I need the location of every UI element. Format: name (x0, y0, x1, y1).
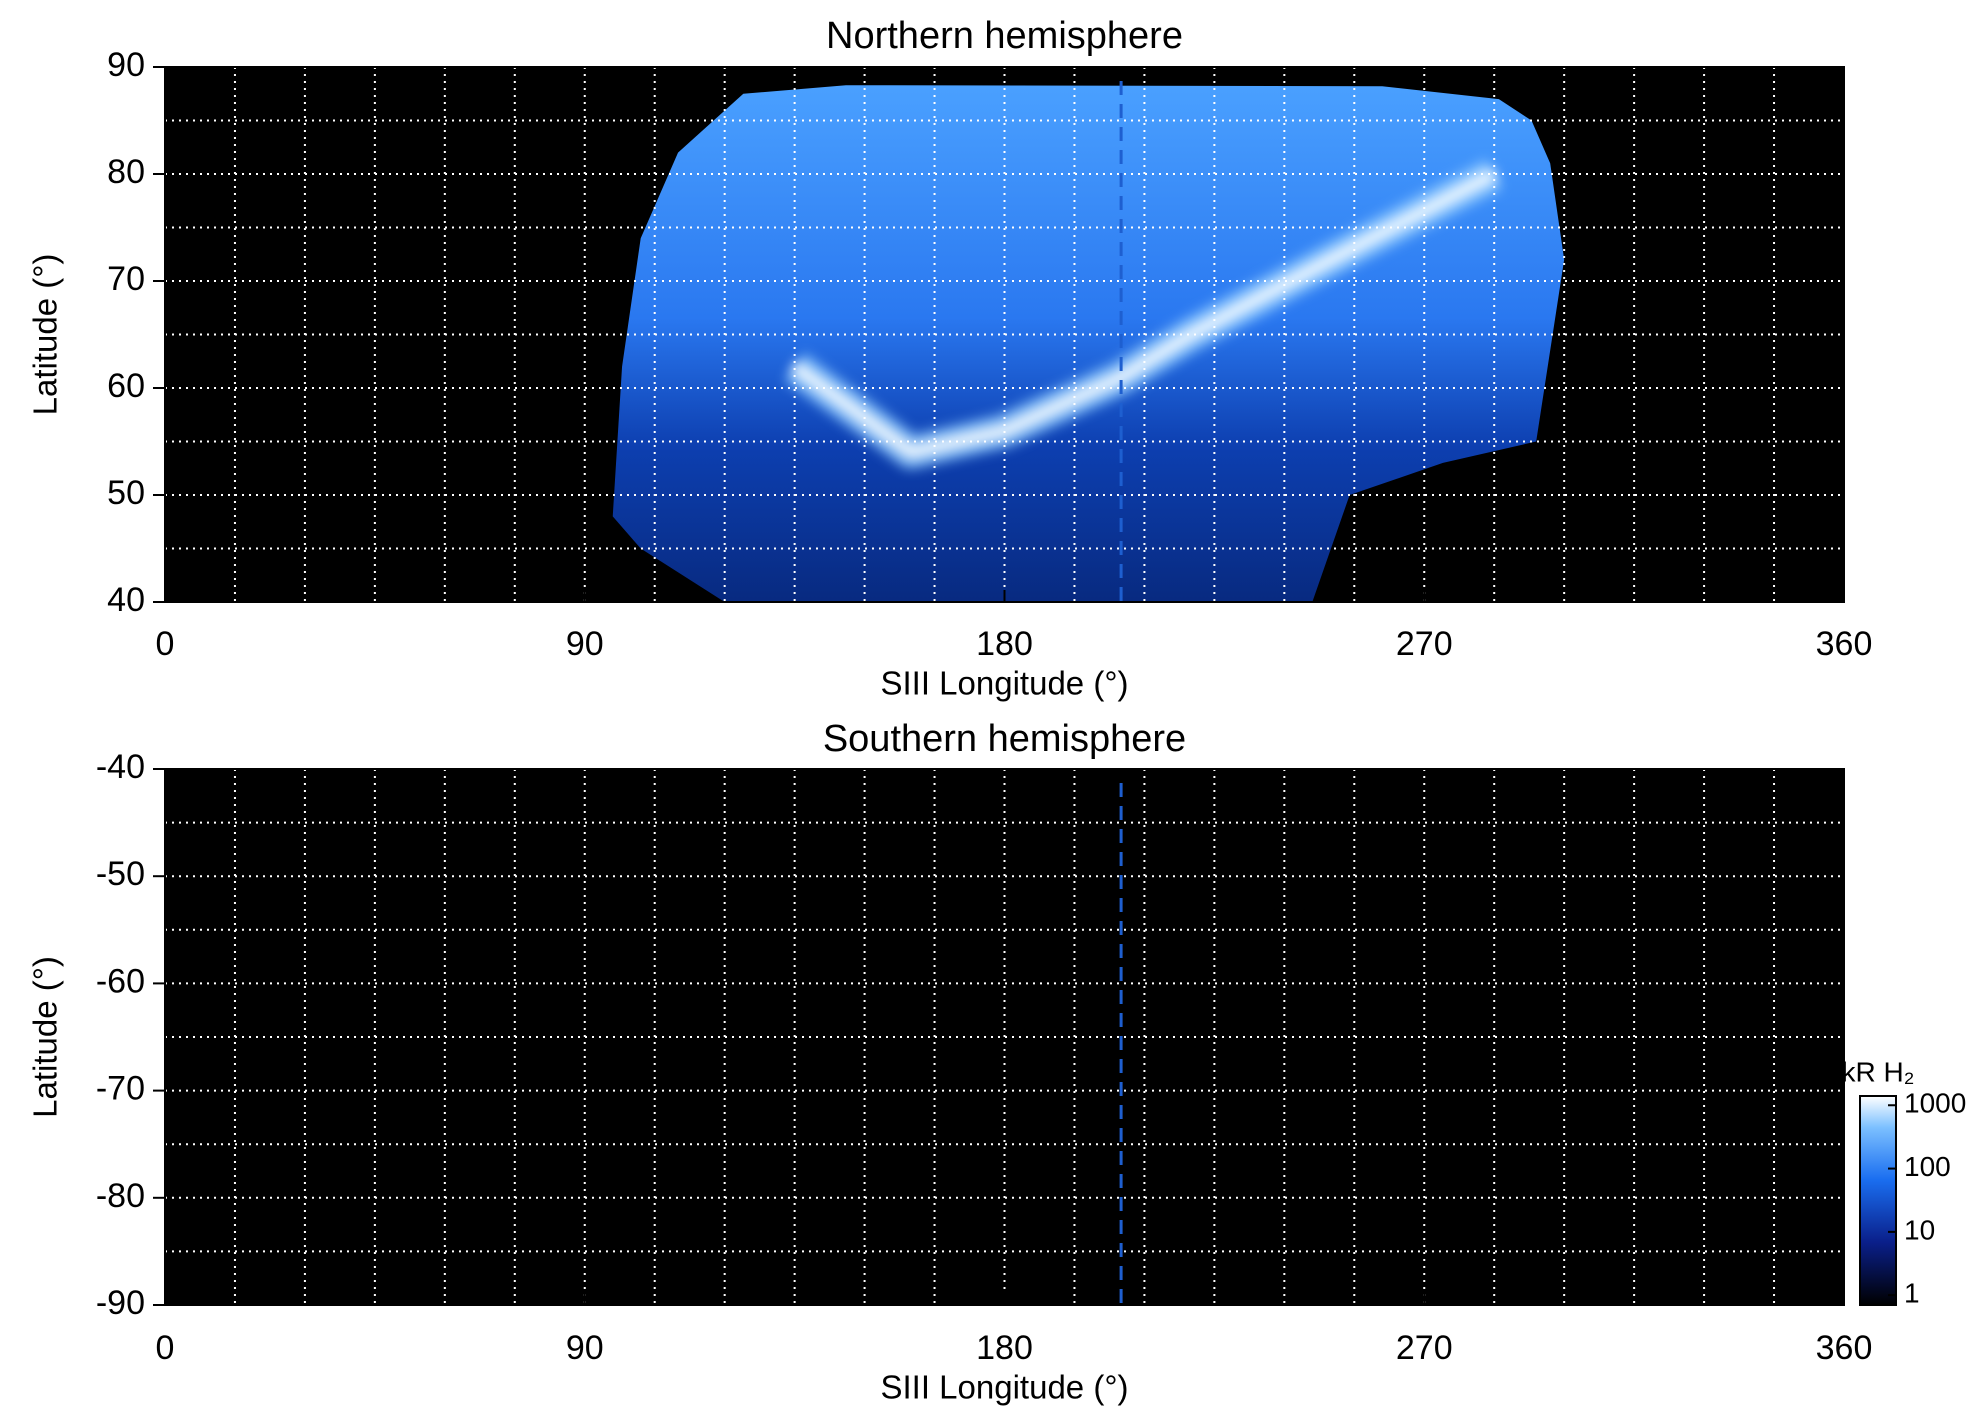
y-tick-label: -70 (96, 1070, 145, 1108)
x-tick-label: 180 (976, 625, 1033, 663)
x-tick-label: 90 (566, 625, 604, 663)
y-tick-label: 70 (107, 260, 145, 298)
x-axis-title: SIII Longitude (°) (881, 665, 1129, 702)
chart-title: Southern hemisphere (823, 718, 1186, 760)
x-tick-label: 0 (156, 1329, 175, 1367)
emission-oval (791, 168, 1497, 459)
y-tick-label: -80 (96, 1177, 145, 1215)
y-tick-label: -50 (96, 855, 145, 893)
y-tick-label: 50 (107, 474, 145, 512)
colorbar (1859, 1095, 1897, 1306)
x-tick-label: 360 (1816, 625, 1873, 663)
y-tick-label: 90 (107, 46, 145, 84)
y-axis-title: Latitude (°) (27, 956, 64, 1118)
colorbar-tick-label: 100 (1904, 1151, 1951, 1182)
x-tick-label: 270 (1396, 1329, 1453, 1367)
colorbar-tick-label: 10 (1904, 1214, 1935, 1245)
chart-title: Northern hemisphere (826, 15, 1183, 57)
y-tick-label: 80 (107, 153, 145, 191)
colorbar-tick-label: 1 (1904, 1278, 1920, 1309)
x-tick-label: 0 (156, 625, 175, 663)
y-tick-label: -40 (96, 748, 145, 786)
y-tick-label: 60 (107, 367, 145, 405)
colorbar-label: kR H₂ (1841, 1056, 1914, 1087)
emission-image (612, 85, 1565, 602)
y-tick-label: -60 (96, 962, 145, 1000)
colorbar-tick-label: 1000 (1904, 1088, 1966, 1119)
x-tick-label: 180 (976, 1329, 1033, 1367)
x-tick-label: 360 (1816, 1329, 1873, 1367)
emission-region (612, 85, 1565, 602)
y-axis-title: Latitude (°) (27, 254, 64, 416)
y-tick-label: -90 (96, 1284, 145, 1322)
x-axis-title: SIII Longitude (°) (881, 1369, 1129, 1406)
y-tick-label: 40 (107, 581, 145, 619)
x-tick-label: 90 (566, 1329, 604, 1367)
x-tick-label: 270 (1396, 625, 1453, 663)
